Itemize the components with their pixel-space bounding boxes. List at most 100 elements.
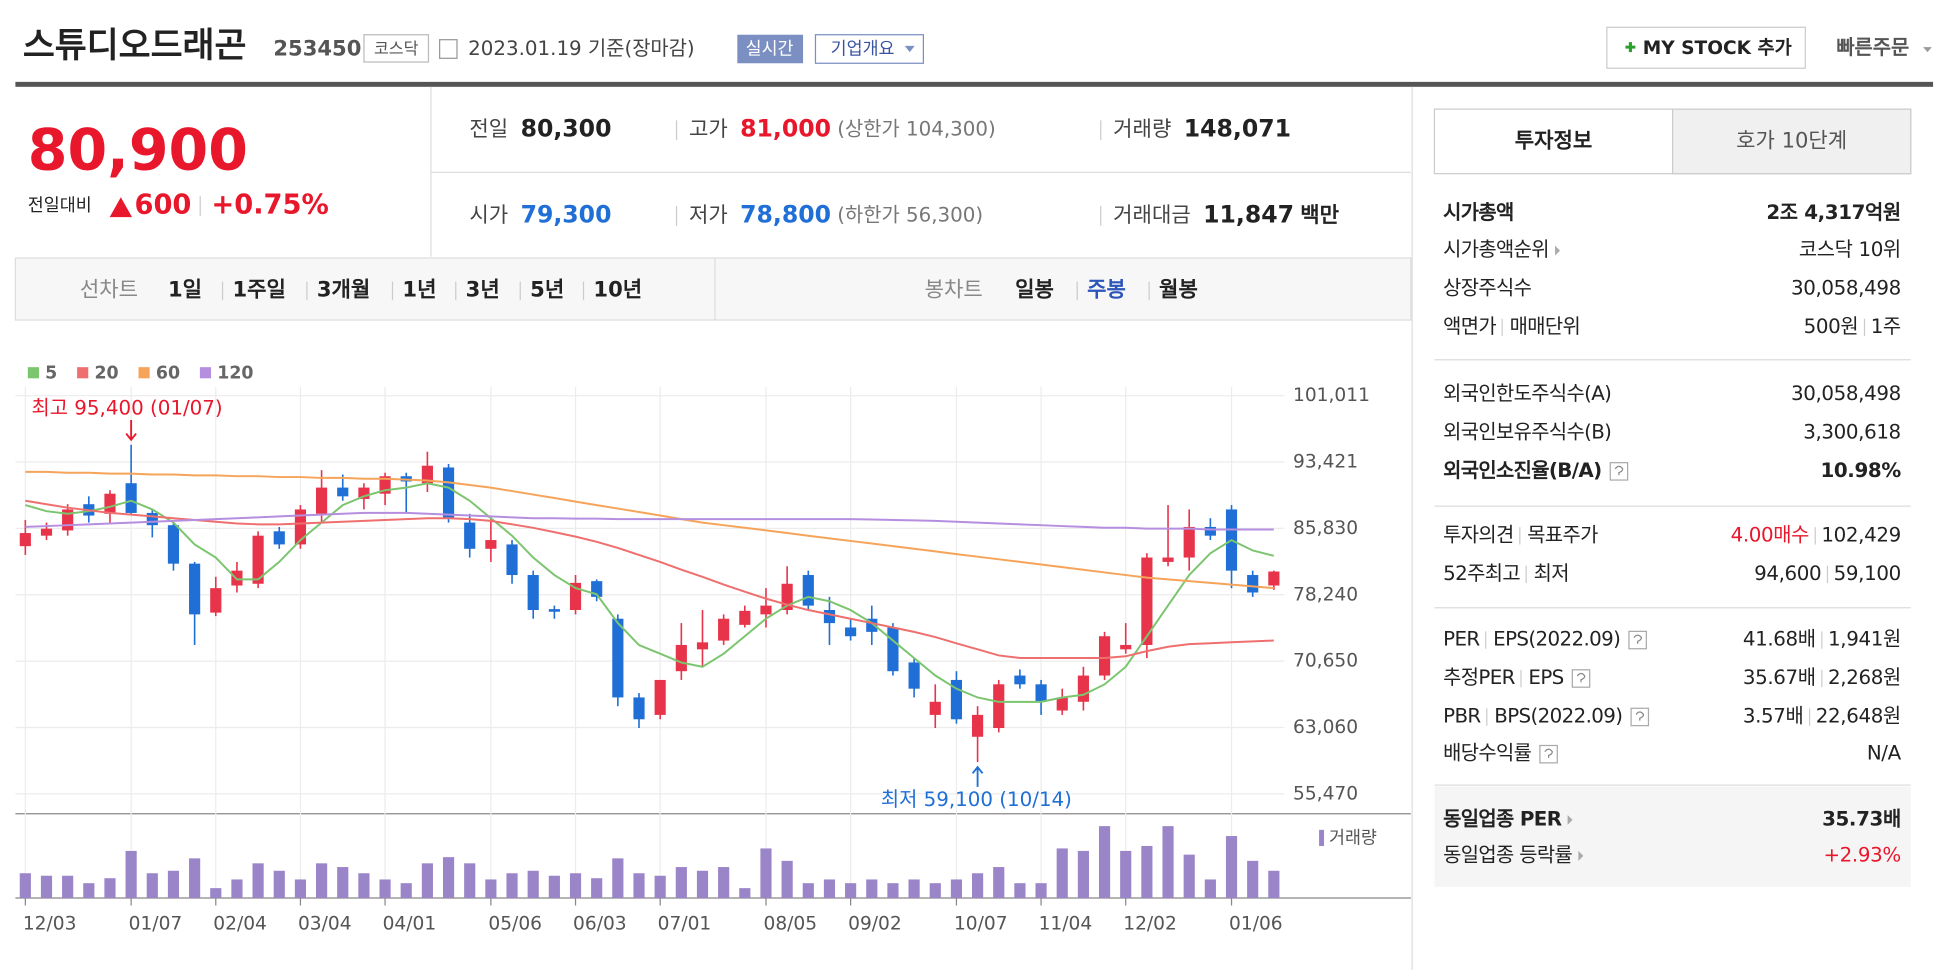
x-tick-label: 09/02 <box>848 914 902 935</box>
y-tick-label: 70,650 <box>1293 651 1358 672</box>
candle-body <box>866 618 878 632</box>
annotation: 최고 95,400 (01/07) <box>32 396 223 419</box>
candle-tab[interactable]: 월봉 <box>1159 276 1198 301</box>
field-value: 148,071 <box>1184 115 1291 143</box>
period-tab[interactable]: 3년 <box>466 276 500 301</box>
candle-body <box>1141 557 1153 645</box>
field-unit: 백만 <box>1300 202 1339 227</box>
candle-body <box>1120 644 1132 650</box>
realtime-button[interactable] <box>737 34 804 64</box>
info-tab[interactable]: 호가 10단계 <box>1736 127 1847 152</box>
change: 600 <box>134 189 191 220</box>
candle-body <box>823 609 836 624</box>
volume-bar <box>823 879 836 899</box>
info-label: 시가총액순위 <box>1443 238 1549 261</box>
info-value: N/A <box>1867 742 1902 765</box>
field-note: (하한가 56,300) <box>837 203 983 226</box>
info-tab[interactable]: 투자정보 <box>1515 127 1593 152</box>
volume-bar <box>1247 860 1259 899</box>
info-value: +2.93% <box>1823 843 1900 866</box>
volume-bar <box>464 863 476 899</box>
info-label: 동일업종 PER <box>1443 807 1562 830</box>
info-label: 52주최고 <box>1443 562 1520 585</box>
help-icon[interactable] <box>1609 462 1629 481</box>
field-value: 81,000 <box>740 115 831 143</box>
period-tab[interactable]: 1년 <box>402 276 436 301</box>
inactive-tab[interactable] <box>1671 108 1912 175</box>
field-value: 11,847 <box>1203 200 1294 228</box>
volume-bar <box>167 870 180 899</box>
x-tick-label: 12/02 <box>1123 914 1177 935</box>
period-tab[interactable]: 1일 <box>168 276 202 301</box>
info-value: 94,600 <box>1754 562 1821 585</box>
mystock[interactable]: MY STOCK 추가 <box>1643 38 1792 59</box>
info-label: 외국인소진율(B/A) <box>1443 459 1601 482</box>
x-tick-label: 07/01 <box>658 914 712 935</box>
info-value: 35.67배 <box>1743 666 1816 689</box>
help-icon[interactable] <box>1539 744 1558 764</box>
moving-average <box>25 499 1274 660</box>
volume-bar <box>421 863 433 899</box>
field-label: 시가 <box>469 202 508 227</box>
info-value: 2조 4,317억원 <box>1766 201 1900 224</box>
info-label: 상장주식수 <box>1443 277 1531 300</box>
volume-legend: 거래량 <box>1329 829 1377 849</box>
quick-order[interactable]: 빠른주문 <box>1836 36 1909 59</box>
volume-bar <box>527 870 539 899</box>
candle-body <box>379 476 391 494</box>
volume-bar <box>654 875 666 899</box>
period-tab[interactable]: 5년 <box>530 276 564 301</box>
help-icon[interactable] <box>1628 630 1647 650</box>
volume-bar <box>104 878 116 899</box>
help-icon[interactable] <box>1571 669 1591 688</box>
y-tick-label: 101,011 <box>1293 385 1370 406</box>
volume-bar <box>845 883 857 899</box>
candle-body <box>104 493 116 514</box>
candle-body <box>972 714 984 737</box>
company-button[interactable] <box>814 34 925 64</box>
info-label: 동일업종 등락률 <box>1443 843 1572 866</box>
company[interactable]: 기업개요 <box>831 40 895 60</box>
volume-bar <box>358 873 370 899</box>
calendar-icon <box>439 39 458 59</box>
top-rule <box>15 81 1934 87</box>
period-tab[interactable]: 3개월 <box>317 276 370 301</box>
candle-body <box>908 662 920 689</box>
volume-bar <box>62 875 74 899</box>
volume-bar <box>929 883 941 899</box>
help-mark <box>1576 672 1586 683</box>
legend-swatch <box>199 367 212 379</box>
period-tab[interactable]: 1주일 <box>232 276 285 301</box>
info-label: 외국인보유주식수(B) <box>1443 420 1611 443</box>
legend-swatch <box>27 367 39 379</box>
candle-body <box>167 525 180 564</box>
tab-bar <box>14 257 1412 321</box>
legend-label: 60 <box>156 363 180 383</box>
legend-label: 120 <box>217 363 253 383</box>
x-tick-label: 05/06 <box>488 914 542 935</box>
candle-tab[interactable]: 주봉 <box>1087 276 1126 301</box>
realtime[interactable]: 실시간 <box>746 40 794 60</box>
candle-body <box>189 563 201 615</box>
help-icon[interactable] <box>1630 707 1650 727</box>
volume-bar <box>231 879 243 899</box>
mystock-button[interactable] <box>1606 26 1806 69</box>
volume-bar <box>442 857 455 899</box>
x-tick-label: 12/03 <box>23 914 77 935</box>
candle-body <box>125 483 137 513</box>
candle-body <box>950 679 963 720</box>
annotation-arrow <box>125 419 137 442</box>
info-label: 투자의견 <box>1443 523 1514 546</box>
field-label: 전일 <box>469 116 508 141</box>
candle-body <box>1035 684 1047 702</box>
legend-label: 20 <box>94 363 118 383</box>
info-arrow <box>1578 850 1584 861</box>
candle-tab[interactable]: 일봉 <box>1015 276 1054 301</box>
dropdown-arrow <box>904 45 915 53</box>
volume-bar <box>146 873 158 899</box>
volume-bar <box>1077 850 1089 899</box>
info-label: EPS(2022.09) <box>1493 628 1620 651</box>
candle-body <box>464 522 476 549</box>
period-tab[interactable]: 10년 <box>593 276 642 301</box>
